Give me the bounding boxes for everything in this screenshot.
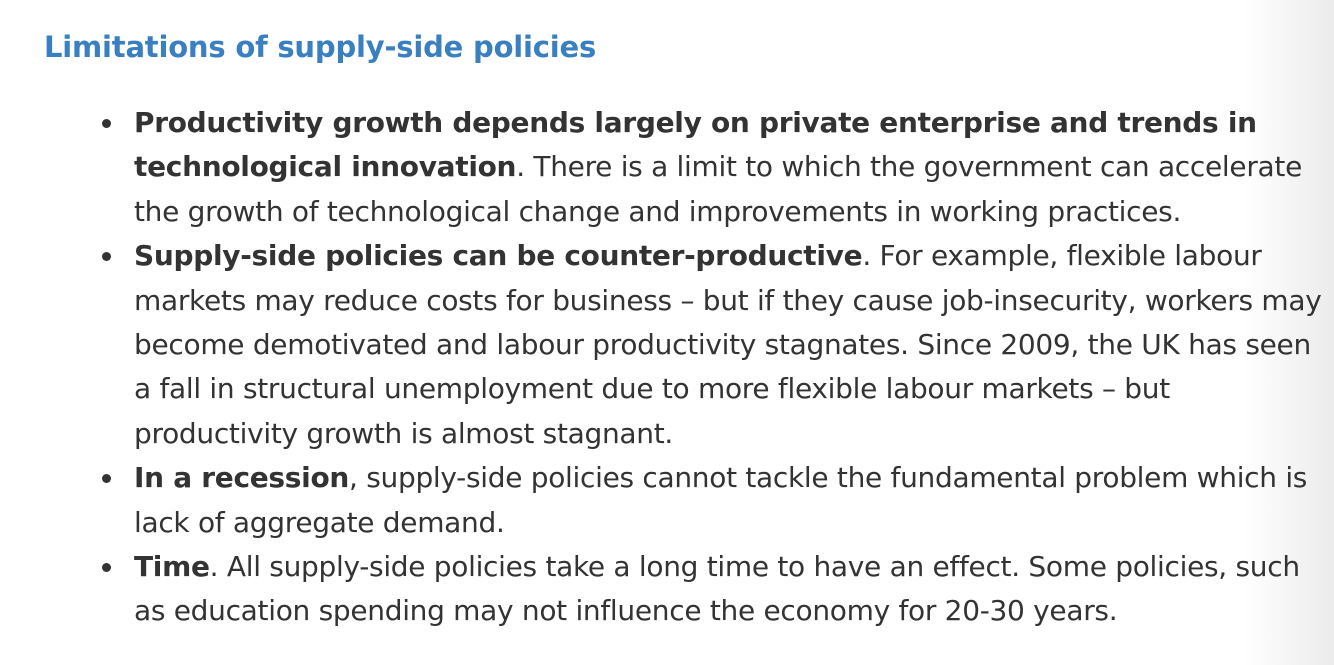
item-bold-lead: Supply-side policies can be counter-prod… <box>134 239 863 273</box>
bullet-icon <box>102 563 111 573</box>
item-text: . For example, flexible labour markets m… <box>134 239 1322 450</box>
bullet-icon <box>102 252 111 262</box>
item-text: . There is a limit to which the governme… <box>134 150 1302 228</box>
item-bold-lead: Productivity growth depends largely on p… <box>134 106 1257 184</box>
list-item: Productivity growth depends largely on p… <box>102 101 1334 234</box>
list-item: Time. All supply-side policies take a lo… <box>102 545 1334 634</box>
section-heading: Limitations of supply-side policies <box>44 30 597 64</box>
list-item: In a recession, supply-side policies can… <box>102 456 1334 545</box>
limitations-list: Productivity growth depends largely on p… <box>102 101 1334 634</box>
item-text: . All supply-side policies take a long t… <box>134 550 1300 628</box>
list-item: Supply-side policies can be counter-prod… <box>102 234 1334 456</box>
right-edge-shadow <box>1244 0 1334 665</box>
bullet-icon <box>102 119 111 128</box>
item-bold-lead: In a recession <box>134 461 350 495</box>
bullet-icon <box>102 474 111 484</box>
item-text: , supply-side policies cannot tackle the… <box>134 461 1308 539</box>
item-bold-lead: Time <box>134 550 210 584</box>
